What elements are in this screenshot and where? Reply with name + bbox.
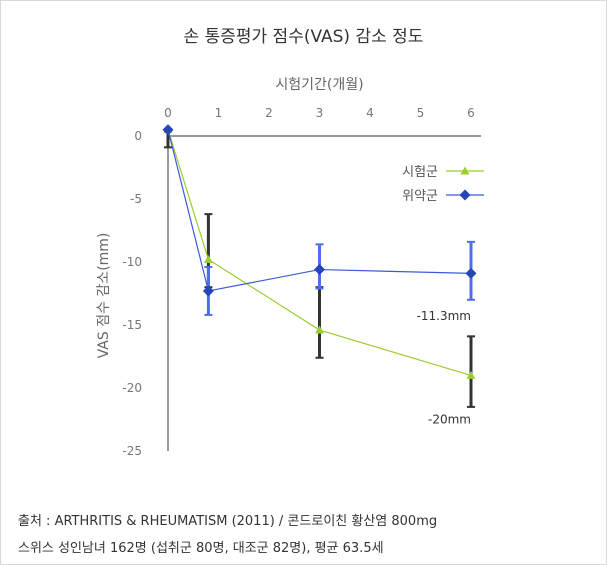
- x-tick-label: 3: [316, 106, 324, 120]
- chart-title: 손 통증평가 점수(VAS) 감소 정도: [183, 27, 424, 47]
- data-point-diamond: [459, 189, 471, 201]
- x-axis-label: 시험기간(개월): [275, 77, 363, 93]
- y-tick-label: -5: [130, 192, 142, 206]
- data-point-diamond: [202, 285, 214, 297]
- x-tick-label: 2: [265, 106, 273, 120]
- data-point-triangle: [203, 254, 213, 263]
- series-line-diamond: [167, 129, 472, 292]
- vas-line-chart: 시험기간(개월) 0 1 2 3 4 5 6 0 -5 -10 -15 -20 -25 VAS 점수 감소(…: [96, 77, 484, 458]
- source-line-1: 출처 : ARTHRITIS & RHEUMATISM (2011) / 콘드로…: [18, 514, 438, 529]
- data-point-diamond: [465, 267, 477, 279]
- x-tick-label: 0: [164, 106, 172, 120]
- x-tick-label: 4: [366, 106, 374, 120]
- y-tick-label: -25: [122, 444, 142, 458]
- y-tick-label: -10: [122, 255, 142, 269]
- y-axis-label: VAS 점수 감소(mm): [96, 233, 112, 359]
- source-line-2: 스위스 성인남녀 162명 (섭취군 80명, 대조군 82명), 평균 63.…: [18, 541, 384, 556]
- data-point-triangle: [466, 370, 476, 379]
- annotation-label: -11.3mm: [417, 309, 471, 323]
- legend-label: 시험군: [402, 165, 438, 180]
- marks-layer: -11.3mm -20mm: [162, 124, 477, 427]
- y-tick-label: -15: [122, 318, 142, 332]
- data-point-triangle: [315, 325, 324, 334]
- x-tick-label: 5: [417, 106, 425, 120]
- x-tick-label: 1: [215, 106, 223, 120]
- axes-layer: 시험기간(개월) 0 1 2 3 4 5 6 0 -5 -10 -15 -20 -25 VAS 점수 감소(…: [96, 77, 481, 458]
- annotation-label: -20mm: [428, 413, 471, 427]
- data-point-diamond: [314, 264, 325, 276]
- y-tick-label: 0: [134, 129, 142, 143]
- data-point-diamond: [162, 124, 174, 136]
- data-point-triangle: [460, 166, 470, 175]
- series-line-triangle: [167, 129, 472, 376]
- y-tick-label: -20: [122, 381, 142, 395]
- legend-label: 위약군: [402, 189, 438, 204]
- x-tick-label: 6: [467, 106, 475, 120]
